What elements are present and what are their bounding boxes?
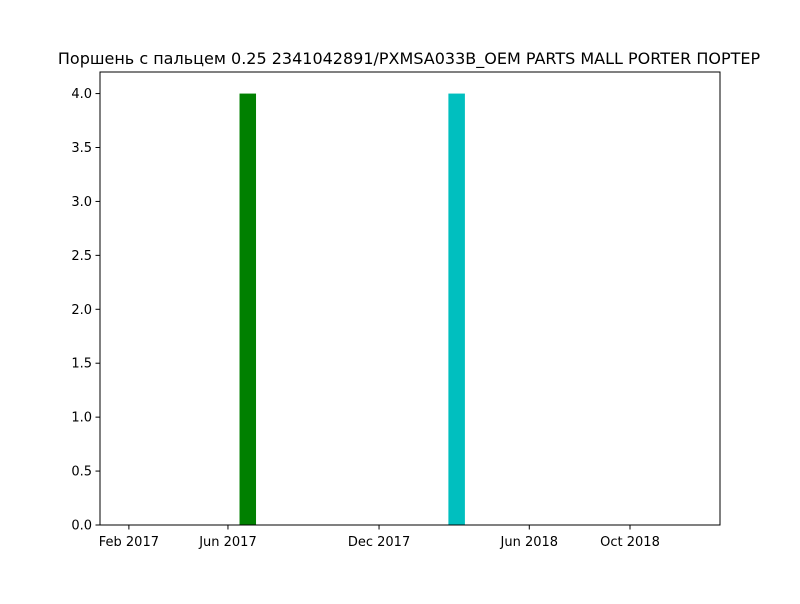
bar-0 [239,93,257,525]
bar-1 [448,93,465,525]
y-tick-label-5: 2.5 [71,249,92,264]
y-tick-label-3: 1.5 [71,357,92,372]
y-axis: 0.0 0.5 1.0 1.5 2.0 2.5 3.0 3.5 4.0 [71,87,100,534]
plot-frame [99,71,721,526]
y-tick-label-2: 1.0 [71,411,92,426]
x-tick-label-3: Jun 2018 [500,535,559,550]
x-tick-label-4: Oct 2018 [600,535,660,550]
bars-layer [239,93,465,525]
y-tick-label-7: 3.5 [71,141,92,156]
y-tick-label-4: 2.0 [71,303,92,318]
y-tick-label-6: 3.0 [71,195,92,210]
x-tick-label-2: Dec 2017 [348,535,410,550]
chart-title: Поршень с пальцем 0.25 2341042891/PXMSA0… [58,49,761,69]
y-tick-label-1: 0.5 [71,465,92,480]
x-tick-label-0: Feb 2017 [99,535,159,550]
x-axis: Feb 2017 Jun 2017 Dec 2017 Jun 2018 Oct 2018 [99,525,660,550]
y-tick-label-0: 0.0 [71,519,92,534]
y-tick-label-8: 4.0 [71,87,92,102]
x-tick-label-1: Jun 2017 [198,535,257,550]
